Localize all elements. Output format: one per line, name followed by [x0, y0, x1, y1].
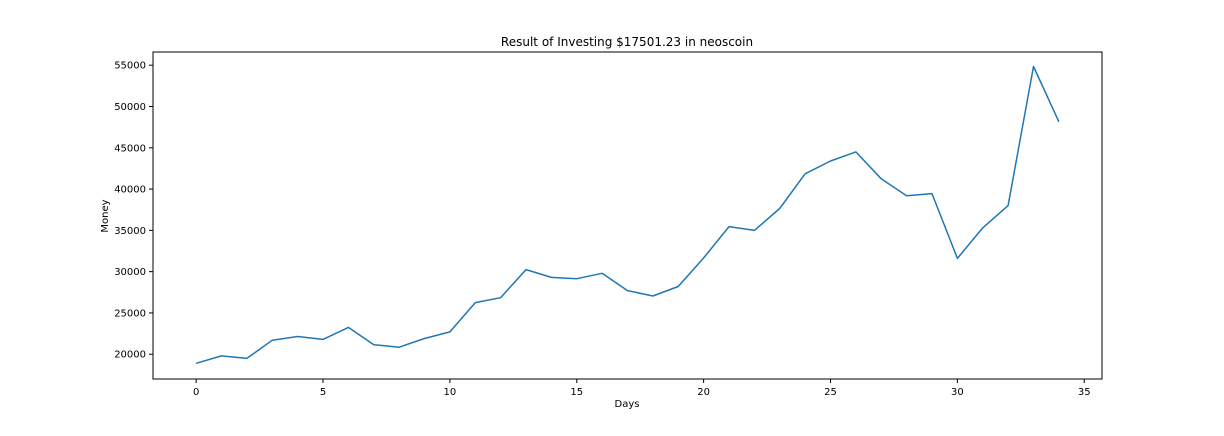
- data-point: [422, 336, 428, 342]
- y-tick-label: 50000: [114, 102, 146, 113]
- y-tick-label: 40000: [114, 185, 146, 196]
- data-point: [802, 171, 808, 177]
- y-tick-label: 35000: [114, 226, 146, 237]
- data-point: [396, 344, 402, 350]
- data-point: [498, 295, 504, 301]
- data-point: [980, 225, 986, 231]
- data-point: [954, 255, 960, 261]
- data-point: [219, 353, 225, 359]
- x-tick-label: 0: [193, 387, 199, 398]
- data-point: [1031, 64, 1037, 70]
- x-tick-label: 35: [1078, 387, 1091, 398]
- data-point: [878, 176, 884, 182]
- data-point: [701, 255, 707, 261]
- series-layer: [193, 64, 1062, 366]
- y-tick-label: 55000: [114, 61, 146, 72]
- chart-title: Result of Investing $17501.23 in neoscoi…: [501, 35, 753, 49]
- data-point: [295, 334, 301, 340]
- x-tick-label: 25: [824, 387, 837, 398]
- data-point: [320, 336, 326, 342]
- data-point: [1056, 119, 1062, 125]
- data-point: [853, 149, 859, 155]
- x-axis-label: Days: [615, 399, 640, 410]
- x-tick-label: 15: [570, 387, 583, 398]
- data-point: [371, 342, 377, 348]
- data-point: [650, 293, 656, 299]
- y-tick-label: 45000: [114, 143, 146, 154]
- data-point: [472, 300, 478, 306]
- data-point: [675, 284, 681, 290]
- data-point: [828, 158, 834, 164]
- data-point: [777, 206, 783, 212]
- y-tick-label: 25000: [114, 308, 146, 319]
- series-line: [195, 65, 1060, 365]
- data-point: [751, 227, 757, 233]
- x-tick-label: 20: [697, 387, 710, 398]
- data-point: [548, 274, 554, 280]
- plot-area-frame: [152, 51, 1103, 380]
- data-point: [345, 324, 351, 330]
- data-point: [1005, 203, 1011, 209]
- data-point: [574, 276, 580, 282]
- y-tick-label: 20000: [114, 350, 146, 361]
- data-point: [193, 360, 199, 366]
- x-tick-label: 10: [444, 387, 457, 398]
- data-point: [726, 224, 732, 230]
- data-point: [929, 191, 935, 197]
- data-point: [625, 288, 631, 294]
- y-axis-ticks: 20000 25000 30000 35000 40000 45000 50000 55000: [114, 61, 153, 361]
- x-tick-label: 30: [951, 387, 964, 398]
- data-point: [904, 193, 910, 199]
- y-tick-label: 30000: [114, 267, 146, 278]
- data-point: [599, 270, 605, 276]
- data-point: [269, 337, 275, 343]
- x-axis-ticks: 0 5 10 15 20 25 30 35: [193, 379, 1091, 398]
- y-axis-label: Money: [100, 199, 111, 232]
- data-point: [447, 329, 453, 335]
- data-point: [523, 267, 529, 273]
- x-tick-label: 5: [320, 387, 326, 398]
- data-point: [244, 355, 250, 361]
